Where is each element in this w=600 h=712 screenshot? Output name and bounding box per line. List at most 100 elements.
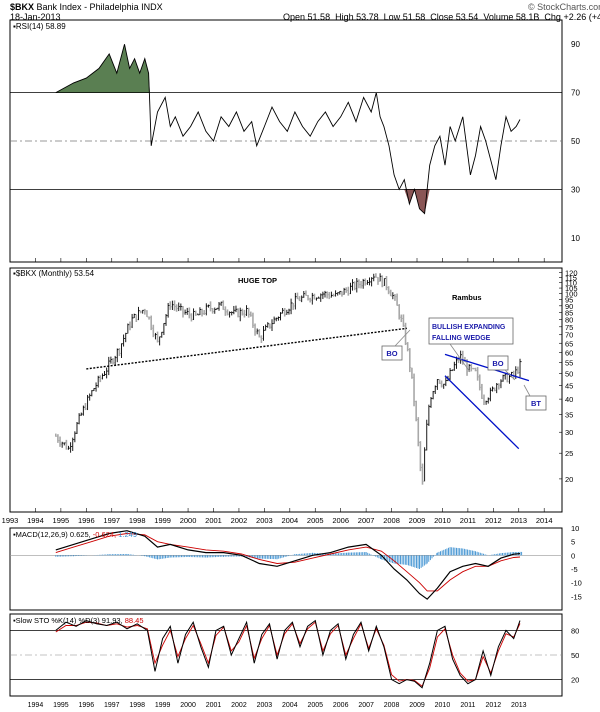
sto-year-label: 2000 bbox=[180, 702, 196, 709]
volume-label: Volume bbox=[483, 12, 514, 22]
year-label: 1994 bbox=[27, 516, 44, 525]
price-tick-label: 40 bbox=[565, 395, 573, 404]
close-label: Close bbox=[430, 12, 454, 22]
sto-year-label: 2010 bbox=[435, 702, 451, 709]
symbol: $BKX bbox=[10, 2, 35, 12]
sto-year-label: 2011 bbox=[460, 702, 475, 709]
sto-year-label: 1996 bbox=[79, 702, 95, 709]
macd-legend-part: 1.249 bbox=[118, 530, 137, 539]
sto-year-label: 2002 bbox=[231, 702, 247, 709]
sto-year-label: 2013 bbox=[511, 702, 527, 709]
macd-legend-part: 0.625, bbox=[70, 530, 93, 539]
sto-year-label: 2009 bbox=[409, 702, 425, 709]
close-value: 53.54 bbox=[455, 12, 479, 22]
bo-label-2-box bbox=[487, 355, 509, 371]
chg-label: Chg bbox=[544, 12, 561, 22]
year-label: 1997 bbox=[103, 516, 120, 525]
wedge-label-box bbox=[428, 317, 514, 345]
price-tick-label: 80 bbox=[565, 315, 573, 324]
sto-year-label: 2008 bbox=[384, 702, 400, 709]
sto-tick-label: 80 bbox=[571, 626, 579, 635]
wedge-label-line1: BULLISH EXPANDING bbox=[432, 324, 506, 331]
year-label: 2011 bbox=[460, 516, 476, 525]
year-label: 2001 bbox=[205, 516, 222, 525]
sto-year-label: 2012 bbox=[486, 702, 502, 709]
price-tick-label: 75 bbox=[565, 323, 573, 332]
chart-date: 18-Jan-2013 bbox=[10, 12, 61, 22]
stockcharts-credit: © StockCharts.com bbox=[528, 2, 600, 12]
year-label: 2014 bbox=[536, 516, 553, 525]
bo-pointer-2 bbox=[504, 369, 516, 381]
price-tick-label: 90 bbox=[565, 302, 573, 311]
year-label: 2005 bbox=[307, 516, 324, 525]
rsi-tick-label: 70 bbox=[571, 89, 580, 98]
macd-panel-frame bbox=[9, 527, 563, 611]
sto-year-label: 1995 bbox=[53, 702, 69, 709]
price-tick-label: 45 bbox=[565, 382, 573, 391]
rsi-legend: ▪RSI(14) 58.89 bbox=[13, 22, 66, 31]
year-label: 1999 bbox=[154, 516, 171, 525]
macd-tick-label: -10 bbox=[571, 579, 582, 588]
sto-year-label: 2006 bbox=[333, 702, 349, 709]
bt-label: BT bbox=[531, 399, 541, 408]
price-legend: ▪$BKX (Monthly) 53.54 bbox=[13, 269, 95, 278]
sto-year-label: 2004 bbox=[282, 702, 298, 709]
bo-label-2: BO bbox=[492, 359, 503, 368]
year-label: 2008 bbox=[383, 516, 400, 525]
sto-tick-label: 50 bbox=[571, 651, 579, 660]
price-tick-label: 105 bbox=[565, 284, 578, 293]
rsi-overbought-fill bbox=[55, 44, 150, 93]
year-label: 2010 bbox=[434, 516, 451, 525]
macd-tick-label: 10 bbox=[571, 524, 579, 533]
wedge-label-pointer bbox=[449, 343, 471, 373]
price-tick-label: 30 bbox=[565, 428, 573, 437]
sto-year-label: 2005 bbox=[307, 702, 323, 709]
bt-pointer bbox=[523, 384, 531, 397]
wedge-label-line2: FALLING WEDGE bbox=[432, 335, 491, 342]
sto-legend-part: ▪Slow STO %K(14) %D(3) bbox=[13, 616, 102, 625]
sto-year-label: 2007 bbox=[358, 702, 374, 709]
sto-tick-label: 20 bbox=[571, 676, 579, 685]
year-label: 1998 bbox=[129, 516, 146, 525]
price-tick-label: 100 bbox=[565, 290, 578, 299]
rsi-tick-label: 50 bbox=[571, 137, 580, 146]
price-tick-label: 115 bbox=[565, 274, 577, 283]
price-tick-label: 95 bbox=[565, 296, 573, 305]
sto-year-label: 1998 bbox=[129, 702, 145, 709]
high-label: High bbox=[335, 12, 354, 22]
open-label: Open bbox=[283, 12, 306, 22]
macd-legend: ▪MACD(12,26,9) 0.625, -0.624, 1.249 bbox=[13, 530, 137, 539]
macd-legend-part: ▪MACD(12,26,9) bbox=[13, 530, 70, 539]
year-label: 2004 bbox=[281, 516, 298, 525]
sto-legend-part: 91.93, bbox=[102, 616, 125, 625]
year-label: 2006 bbox=[332, 516, 349, 525]
price-tick-label: 120 bbox=[565, 269, 578, 278]
price-tick-label: 20 bbox=[565, 475, 573, 484]
year-label: 1996 bbox=[78, 516, 95, 525]
sto-year-label: 1999 bbox=[155, 702, 171, 709]
price-tick-label: 70 bbox=[565, 331, 573, 340]
year-label: 1993 bbox=[2, 516, 19, 525]
bo-label-1: BO bbox=[386, 349, 397, 358]
rambus-label: Rambus bbox=[452, 293, 482, 302]
price-tick-label: 65 bbox=[565, 339, 573, 348]
sto-year-label: 1997 bbox=[104, 702, 120, 709]
price-panel-frame bbox=[9, 267, 563, 513]
low-label: Low bbox=[383, 12, 401, 22]
ohlc-readout: Open 51.58 High 53.78 Low 51.58 Close 53… bbox=[283, 12, 600, 22]
rsi-tick-label: 30 bbox=[571, 185, 580, 194]
year-label: 2007 bbox=[358, 516, 375, 525]
rsi-tick-label: 90 bbox=[571, 40, 580, 49]
year-label: 1995 bbox=[53, 516, 70, 525]
index-name: Bank Index - Philadelphia INDX bbox=[36, 2, 163, 12]
year-label: 2003 bbox=[256, 516, 273, 525]
neckline-trendline bbox=[86, 327, 407, 370]
symbol-title: $BKX Bank Index - Philadelphia INDX bbox=[10, 2, 163, 12]
chg-value: +2.26 (+4.41%) bbox=[563, 12, 600, 22]
year-label: 2000 bbox=[180, 516, 197, 525]
macd-tick-label: -5 bbox=[571, 565, 578, 574]
year-label: 2012 bbox=[485, 516, 502, 525]
macd-signal-line bbox=[55, 533, 521, 592]
sto-year-label: 2003 bbox=[257, 702, 273, 709]
